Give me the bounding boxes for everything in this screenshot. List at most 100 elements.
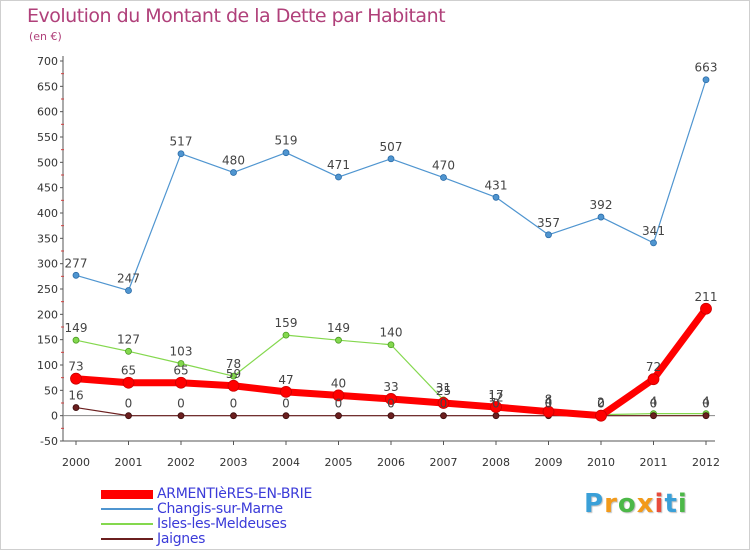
legend-swatch-jaignes [101, 538, 153, 540]
data-label: 0 [492, 397, 500, 411]
chart-unit: (en €) [29, 30, 62, 43]
data-point [122, 376, 135, 389]
data-label: 0 [440, 397, 448, 411]
legend-item-armentieres: ARMENTIèRES-EN-BRIE [97, 486, 397, 502]
proxiti-logo: Proxiti [584, 489, 688, 519]
x-tick-label: 2000 [62, 456, 90, 469]
x-tick-label: 2012 [692, 456, 720, 469]
data-point [125, 287, 132, 294]
y-tick-label: 150 [37, 334, 58, 347]
data-point [72, 336, 80, 344]
x-tick-label: 2007 [430, 456, 458, 469]
data-point [702, 412, 710, 420]
data-label: 159 [275, 316, 298, 330]
data-label: 392 [590, 198, 613, 212]
logo-letter: x [636, 489, 655, 519]
data-point [280, 385, 292, 398]
data-label: 2 [597, 396, 605, 410]
data-point [440, 412, 447, 420]
data-point [70, 372, 82, 385]
data-label: 4 [702, 395, 710, 409]
legend-swatch-isles [101, 523, 153, 525]
data-label: 277 [65, 256, 88, 270]
data-label: 0 [597, 397, 605, 411]
data-label: 127 [117, 332, 140, 346]
data-label: 517 [170, 135, 193, 149]
data-point [227, 379, 240, 392]
data-point [492, 412, 500, 420]
y-tick-label: 450 [37, 182, 58, 195]
y-tick-label: 400 [37, 207, 58, 220]
data-label: 0 [230, 397, 238, 411]
data-point [545, 231, 552, 239]
data-label: 0 [597, 397, 605, 411]
x-tick-label: 2001 [115, 456, 143, 469]
data-point [230, 412, 237, 420]
data-label: 47 [278, 373, 293, 387]
logo-letter: i [654, 489, 665, 519]
data-point [72, 271, 80, 279]
y-tick-label: 50 [44, 384, 58, 397]
legend-item-isles: Isles-les-Meldeuses [97, 516, 397, 532]
data-label: 78 [226, 357, 241, 371]
data-point [230, 169, 237, 176]
logo-letter: i [677, 489, 688, 519]
data-point [387, 155, 395, 163]
data-label: 0 [650, 397, 658, 411]
y-tick-label: 0 [51, 410, 58, 423]
data-label: 0 [387, 397, 395, 411]
data-label: 12 [488, 391, 503, 405]
data-label: 40 [331, 376, 346, 390]
data-label: 341 [642, 224, 665, 238]
legend-item-changis: Changis-sur-Marne [97, 501, 397, 517]
legend-label-changis: Changis-sur-Marne [157, 501, 283, 517]
legend: ARMENTIèRES-EN-BRIE Changis-sur-Marne Is… [97, 486, 397, 547]
data-label: 0 [177, 397, 185, 411]
chart-title: Evolution du Montant de la Dette par Hab… [27, 5, 446, 27]
data-label: 73 [68, 360, 83, 374]
data-point [282, 149, 290, 157]
x-tick-label: 2003 [220, 456, 248, 469]
data-label: 4 [650, 395, 658, 409]
y-tick-label: 100 [37, 359, 58, 372]
data-point [335, 412, 342, 420]
x-tick-label: 2004 [272, 456, 300, 469]
data-label: 0 [282, 397, 290, 411]
data-point [282, 331, 290, 339]
data-label: 33 [383, 380, 398, 394]
series-line-1 [75, 79, 707, 292]
data-point [542, 405, 555, 418]
legend-swatch-armentieres [101, 490, 153, 499]
data-point [702, 76, 710, 84]
data-point [387, 412, 395, 420]
y-tick-label: -50 [40, 435, 58, 448]
logo-letter: r [604, 489, 618, 519]
y-tick-label: 350 [37, 232, 58, 245]
legend-label-jaignes: Jaignes [157, 531, 206, 547]
data-point [647, 373, 660, 386]
data-label: 211 [695, 290, 718, 304]
data-point [440, 174, 447, 181]
data-point [597, 213, 605, 221]
x-tick-label: 2008 [482, 456, 510, 469]
data-point [437, 397, 450, 409]
data-point [387, 341, 395, 349]
data-label: 663 [695, 61, 718, 75]
data-point [282, 412, 290, 420]
data-label: 31 [436, 381, 451, 395]
y-tick-label: 550 [37, 131, 58, 144]
data-point [492, 193, 500, 201]
data-point [177, 150, 185, 158]
data-label: 431 [485, 178, 508, 192]
data-label: 0 [125, 397, 133, 411]
data-label: 471 [327, 158, 350, 172]
data-label: 470 [432, 159, 455, 173]
data-label: 103 [170, 344, 193, 358]
data-label: 0 [702, 397, 710, 411]
x-tick-label: 2005 [325, 456, 353, 469]
data-point [177, 412, 185, 420]
y-tick-label: 250 [37, 283, 58, 296]
data-label: 16 [68, 389, 83, 403]
legend-swatch-changis [101, 508, 153, 510]
